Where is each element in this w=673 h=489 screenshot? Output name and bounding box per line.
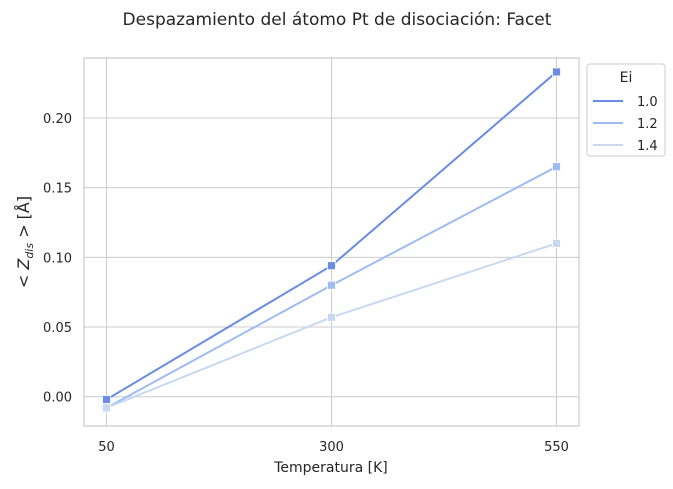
x-tick-label: 300 [319,440,344,455]
chart-title: Despazamiento del átomo Pt de disociació… [123,10,552,30]
legend-label: 1.4 [637,139,658,154]
y-tick-label: 0.20 [43,112,72,127]
y-tick-label: 0.00 [43,391,72,406]
data-point [327,312,336,322]
x-tick-label: 50 [98,440,115,455]
legend-box [586,63,666,157]
y-axis-label: < Zdis > [Å] [14,196,36,288]
data-point [552,67,561,77]
y-axis-tick-labels: 0.00 0.05 0.10 0.15 0.20 [43,112,72,406]
data-point [552,162,561,172]
y-axis-label-subscript: dis [23,243,36,259]
data-point [102,403,111,413]
legend-title: Ei [620,70,633,86]
data-point [552,238,561,248]
series-layer [102,67,561,413]
data-point [102,395,111,404]
series-1.4 [102,238,561,413]
series-1.0 [102,67,561,404]
legend-label: 1.0 [637,95,658,110]
legend-label: 1.2 [637,117,658,132]
y-axis-label-prefix: < Z [14,258,33,288]
y-tick-label: 0.10 [43,251,72,266]
x-tick-label: 550 [544,440,569,455]
grid-lines [84,58,579,426]
y-axis-label-suffix: > [Å] [14,196,33,243]
plot-area-frame [83,57,580,427]
y-tick-label: 0.15 [43,182,72,197]
y-tick-label: 0.05 [43,321,72,336]
legend: Ei 1.0 1.2 1.4 [586,63,666,157]
x-axis-tick-labels: 50 300 550 [98,440,569,455]
x-axis-label: Temperatura [K] [273,460,388,476]
legend-items: 1.0 1.2 1.4 [593,95,658,154]
data-point [327,261,336,271]
data-point [327,280,336,290]
